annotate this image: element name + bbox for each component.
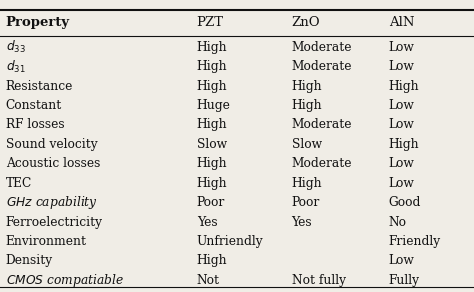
Text: Ferroelectricity: Ferroelectricity: [6, 215, 103, 229]
Text: Yes: Yes: [292, 215, 312, 229]
Text: Environment: Environment: [6, 235, 87, 248]
Text: AlN: AlN: [389, 16, 414, 29]
Text: Moderate: Moderate: [292, 119, 352, 131]
Text: High: High: [197, 60, 228, 73]
Text: Unfriendly: Unfriendly: [197, 235, 264, 248]
Text: RF losses: RF losses: [6, 119, 64, 131]
Text: Yes: Yes: [197, 215, 218, 229]
Text: High: High: [292, 80, 322, 93]
Text: High: High: [292, 99, 322, 112]
Text: Huge: Huge: [197, 99, 230, 112]
Text: Constant: Constant: [6, 99, 62, 112]
Text: High: High: [197, 177, 228, 190]
Text: High: High: [197, 41, 228, 54]
Text: $d_{33}$: $d_{33}$: [6, 39, 26, 55]
Text: $GHz$ capability: $GHz$ capability: [6, 194, 98, 211]
Text: $CMOS$ compatiable: $CMOS$ compatiable: [6, 272, 124, 289]
Text: Poor: Poor: [292, 196, 320, 209]
Text: Moderate: Moderate: [292, 60, 352, 73]
Text: Low: Low: [389, 60, 415, 73]
Text: High: High: [197, 254, 228, 267]
Text: Low: Low: [389, 41, 415, 54]
Text: Low: Low: [389, 254, 415, 267]
Text: Resistance: Resistance: [6, 80, 73, 93]
Text: Property: Property: [6, 16, 70, 29]
Text: Poor: Poor: [197, 196, 225, 209]
Text: Slow: Slow: [197, 138, 227, 151]
Text: Low: Low: [389, 157, 415, 170]
Text: High: High: [197, 119, 228, 131]
Text: Not fully: Not fully: [292, 274, 346, 287]
Text: Not: Not: [197, 274, 220, 287]
Text: Moderate: Moderate: [292, 41, 352, 54]
Text: No: No: [389, 215, 407, 229]
Text: High: High: [389, 80, 419, 93]
Text: Fully: Fully: [389, 274, 419, 287]
Text: PZT: PZT: [197, 16, 224, 29]
Text: Low: Low: [389, 177, 415, 190]
Text: Slow: Slow: [292, 138, 322, 151]
Text: High: High: [197, 80, 228, 93]
Text: ZnO: ZnO: [292, 16, 320, 29]
Text: Good: Good: [389, 196, 421, 209]
Text: Friendly: Friendly: [389, 235, 441, 248]
Text: Low: Low: [389, 99, 415, 112]
Text: Low: Low: [389, 119, 415, 131]
Text: TEC: TEC: [6, 177, 32, 190]
Text: High: High: [389, 138, 419, 151]
Text: $d_{31}$: $d_{31}$: [6, 59, 26, 75]
Text: Acoustic losses: Acoustic losses: [6, 157, 100, 170]
Text: Sound velocity: Sound velocity: [6, 138, 97, 151]
Text: High: High: [292, 177, 322, 190]
Text: High: High: [197, 157, 228, 170]
Text: Density: Density: [6, 254, 53, 267]
Text: Moderate: Moderate: [292, 157, 352, 170]
